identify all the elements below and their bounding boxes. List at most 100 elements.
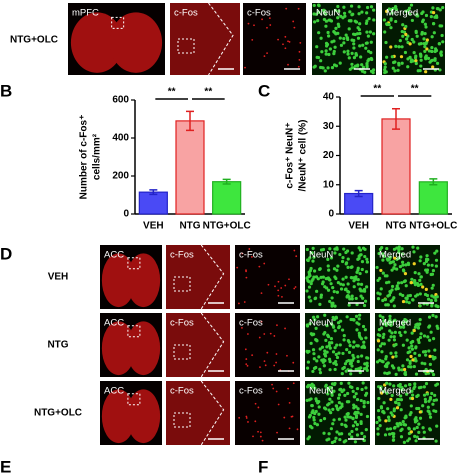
- cell: [384, 419, 388, 423]
- cell: [369, 5, 374, 9]
- cell: [337, 24, 341, 28]
- cell: [345, 249, 350, 253]
- cell: [356, 407, 360, 411]
- cell: [292, 20, 295, 23]
- cell: [305, 247, 309, 252]
- cell: [367, 16, 371, 21]
- cell: [381, 409, 385, 414]
- cell: [333, 439, 337, 443]
- cell: [325, 345, 329, 349]
- micrograph: c-Fos: [235, 245, 300, 309]
- bar: [175, 120, 205, 215]
- cell: [357, 28, 362, 32]
- bar: [212, 181, 242, 215]
- cell: [400, 281, 404, 285]
- cell: [393, 69, 397, 73]
- cell: [386, 407, 390, 411]
- cell: [353, 32, 357, 37]
- dashed-outline: [200, 244, 225, 310]
- cell: [247, 333, 249, 335]
- cell: [413, 382, 417, 386]
- cell: [312, 352, 316, 356]
- cell: [398, 382, 402, 387]
- cell: [355, 386, 360, 391]
- cell: [331, 286, 335, 290]
- cell: [310, 403, 314, 408]
- cell: [274, 285, 276, 288]
- cell: [381, 258, 385, 262]
- image-label: Merged: [379, 386, 411, 397]
- cell: [375, 265, 379, 270]
- cell: [311, 348, 316, 352]
- cell: [246, 364, 249, 367]
- cell: [312, 3, 316, 8]
- cell: [254, 420, 257, 423]
- image-label: c-Fos: [170, 250, 194, 261]
- cell: [396, 68, 400, 72]
- cell: [414, 59, 418, 63]
- cell: [387, 7, 391, 11]
- cell: [431, 10, 436, 15]
- cell: [429, 298, 433, 303]
- cell: [350, 294, 354, 298]
- cell: [360, 260, 365, 264]
- cell: [354, 275, 358, 279]
- image-label: Merged: [386, 8, 418, 19]
- cell: [352, 56, 357, 60]
- cell: [358, 22, 362, 26]
- cell: [350, 51, 354, 55]
- cell: [326, 257, 330, 261]
- cell: [424, 287, 428, 291]
- cell: [336, 280, 340, 285]
- x-tick-label: NTG+OLC: [409, 221, 457, 232]
- cell: [392, 304, 396, 308]
- cell: [401, 299, 406, 304]
- cell: [421, 10, 425, 14]
- cell: [292, 382, 295, 385]
- cell: [277, 294, 280, 297]
- cell: [263, 333, 266, 335]
- cell: [314, 326, 318, 331]
- cell: [350, 429, 354, 434]
- brain-slice: [101, 321, 136, 376]
- cell: [360, 63, 364, 67]
- cell: [393, 263, 397, 267]
- cell: [388, 329, 392, 333]
- cell: [347, 56, 351, 60]
- cell: [236, 266, 239, 269]
- cell: [399, 435, 404, 439]
- cell: [360, 267, 364, 272]
- cell: [346, 257, 350, 261]
- cell: [362, 345, 367, 350]
- cell: [312, 415, 316, 420]
- cell: [427, 349, 431, 353]
- cell: [315, 338, 319, 342]
- cell: [398, 38, 402, 43]
- cell: [250, 256, 253, 258]
- cell: [415, 425, 419, 430]
- cell: [415, 34, 419, 38]
- cell: [253, 24, 255, 27]
- cell: [363, 70, 367, 74]
- cell: [382, 342, 386, 346]
- cell: [418, 416, 423, 420]
- cell: [413, 434, 417, 438]
- cell: [337, 351, 341, 355]
- cell: [354, 296, 358, 301]
- cell: [266, 351, 269, 354]
- cell: [428, 427, 432, 431]
- cell: [345, 348, 349, 352]
- cell: [325, 350, 329, 354]
- cell: [415, 394, 419, 399]
- cell: [257, 406, 260, 409]
- cell: [385, 9, 389, 13]
- cell: [339, 14, 343, 18]
- cell: [372, 18, 376, 22]
- cell: [380, 245, 384, 250]
- cell: [392, 266, 396, 270]
- cell: [401, 293, 405, 298]
- cell: [293, 26, 296, 29]
- cell: [423, 400, 428, 404]
- cell: [352, 42, 356, 46]
- cell: [320, 345, 325, 349]
